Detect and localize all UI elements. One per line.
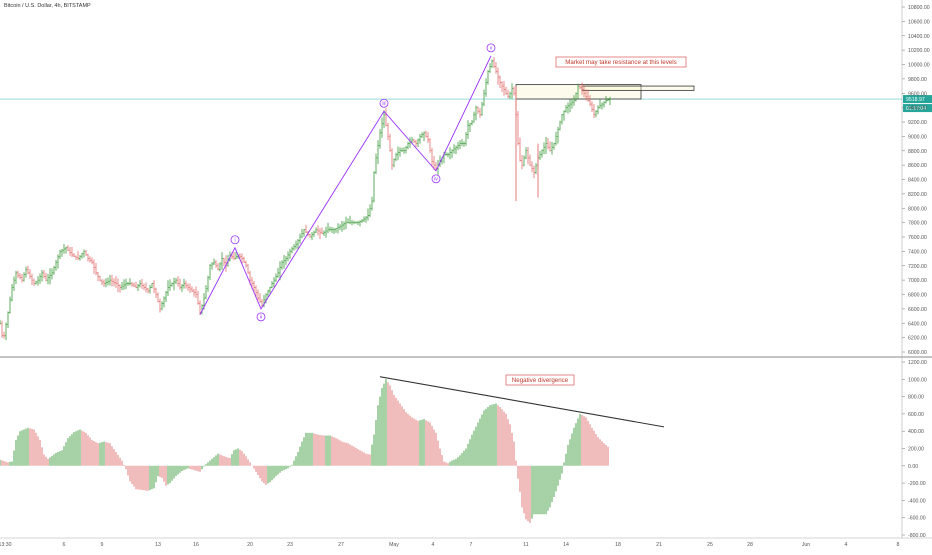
time-tick-label: 6 xyxy=(63,542,66,548)
price-tick-label: 10000.00 xyxy=(908,63,930,69)
countdown-label: 01:17:04 xyxy=(906,106,926,112)
osc-tick-label: 1000.00 xyxy=(908,377,927,383)
osc-tick-label: -200.00 xyxy=(908,481,926,487)
price-tick-label: 8800.00 xyxy=(908,149,927,155)
time-tick-label: 4 xyxy=(432,542,435,548)
countdown-label-bg xyxy=(903,104,932,113)
wave-label-i: i xyxy=(234,238,235,244)
price-tick-label: 7600.00 xyxy=(908,235,927,241)
osc-tick-label: 0.00 xyxy=(908,464,918,470)
wave-marker-iv[interactable] xyxy=(431,174,441,184)
osc-tick-label: 800.00 xyxy=(908,395,924,401)
time-tick-label: 28 xyxy=(747,542,753,548)
current-price-label: 9518.97 xyxy=(906,97,925,103)
wave-label-ii: ii xyxy=(260,315,262,321)
osc-tick-label: 1200.00 xyxy=(908,360,927,366)
price-tick-label: 8600.00 xyxy=(908,163,927,169)
price-tick-label: 8400.00 xyxy=(908,178,927,184)
wave-label-iv: iv xyxy=(434,177,438,183)
price-tick-label: 6600.00 xyxy=(908,307,927,313)
time-tick-label: 13 xyxy=(155,542,161,548)
divergence-trendline[interactable] xyxy=(379,376,665,428)
wave-marker-i[interactable] xyxy=(230,235,240,245)
price-tick-label: 9800.00 xyxy=(908,77,927,83)
time-tick-label: 11 xyxy=(523,542,528,548)
price-tick-label: 6200.00 xyxy=(908,336,927,342)
resistance-annotation-box[interactable] xyxy=(555,56,687,68)
time-tick-label: 9 xyxy=(101,542,104,548)
osc-tick-label: 200.00 xyxy=(908,447,924,453)
current-price-label-bg xyxy=(903,95,932,104)
price-tick-label: 10400.00 xyxy=(908,34,930,40)
resistance-zones[interactable] xyxy=(515,84,695,100)
price-tick-label: 8200.00 xyxy=(908,192,927,198)
price-candles xyxy=(0,57,611,341)
time-tick-label: 8 xyxy=(897,542,900,548)
osc-tick-label: -400.00 xyxy=(908,498,926,504)
oscillator-histogram xyxy=(0,379,609,523)
time-tick-label: Jun xyxy=(802,542,810,548)
time-tick-label: 23 xyxy=(287,542,293,548)
time-tick-label: 21 xyxy=(656,542,662,548)
price-tick-label: 9600.00 xyxy=(908,91,927,97)
time-tick-label: May xyxy=(389,542,399,548)
price-tick-label: 10800.00 xyxy=(908,5,930,11)
divergence-annotation-text: Negative divergence xyxy=(512,377,569,384)
time-tick-label: 7 xyxy=(470,542,473,548)
wave-marker-iii[interactable] xyxy=(379,98,389,108)
osc-tick-label: 600.00 xyxy=(908,412,924,418)
price-tick-label: 9400.00 xyxy=(908,106,927,112)
wave-marker-ii[interactable] xyxy=(256,312,266,322)
wave-label-v: v xyxy=(490,46,493,52)
osc-tick-label: -800.00 xyxy=(908,533,926,539)
price-tick-label: 8000.00 xyxy=(908,206,927,212)
price-tick-label: 6400.00 xyxy=(908,321,927,327)
time-tick-label: 16 xyxy=(193,542,199,548)
time-tick-label: 18 xyxy=(615,542,621,548)
divergence-line[interactable] xyxy=(379,376,665,428)
wave-marker-v[interactable] xyxy=(486,43,496,53)
resistance-annotation-text: Market may take resistance at this level… xyxy=(565,59,676,66)
time-tick-label: 20 xyxy=(247,542,253,548)
resistance-zone-2[interactable] xyxy=(581,85,695,91)
osc-tick-label: -600.00 xyxy=(908,516,926,522)
divergence-annotation-box[interactable] xyxy=(505,374,575,386)
price-tick-label: 9000.00 xyxy=(908,134,927,140)
price-tick-label: 6000.00 xyxy=(908,350,927,356)
price-tick-label: 7200.00 xyxy=(908,264,927,270)
price-tick-label: 10600.00 xyxy=(908,19,930,25)
osc-tick-label: 400.00 xyxy=(908,429,924,435)
time-tick-label: 25 xyxy=(707,542,713,548)
time-tick-label: 13:30 xyxy=(0,542,12,548)
price-tick-label: 9200.00 xyxy=(908,120,927,126)
current-price-line: 9518.97 01:17:04 xyxy=(0,95,932,113)
time-tick-label: 14 xyxy=(563,542,569,548)
time-tick-label: 27 xyxy=(338,542,344,548)
price-tick-label: 7000.00 xyxy=(908,278,927,284)
price-tick-label: 7800.00 xyxy=(908,221,927,227)
price-tick-label: 10200.00 xyxy=(908,48,930,54)
wave-polyline[interactable] xyxy=(199,55,492,315)
price-tick-label: 7400.00 xyxy=(908,249,927,255)
wave-label-iii: iii xyxy=(382,101,385,107)
symbol-title: Bitcoin / U.S. Dollar, 4h, BITSTAMP xyxy=(4,3,91,9)
price-tick-label: 6800.00 xyxy=(908,293,927,299)
time-tick-label: 4 xyxy=(845,542,848,548)
annotations[interactable]: Market may take resistance at this level… xyxy=(505,56,687,386)
